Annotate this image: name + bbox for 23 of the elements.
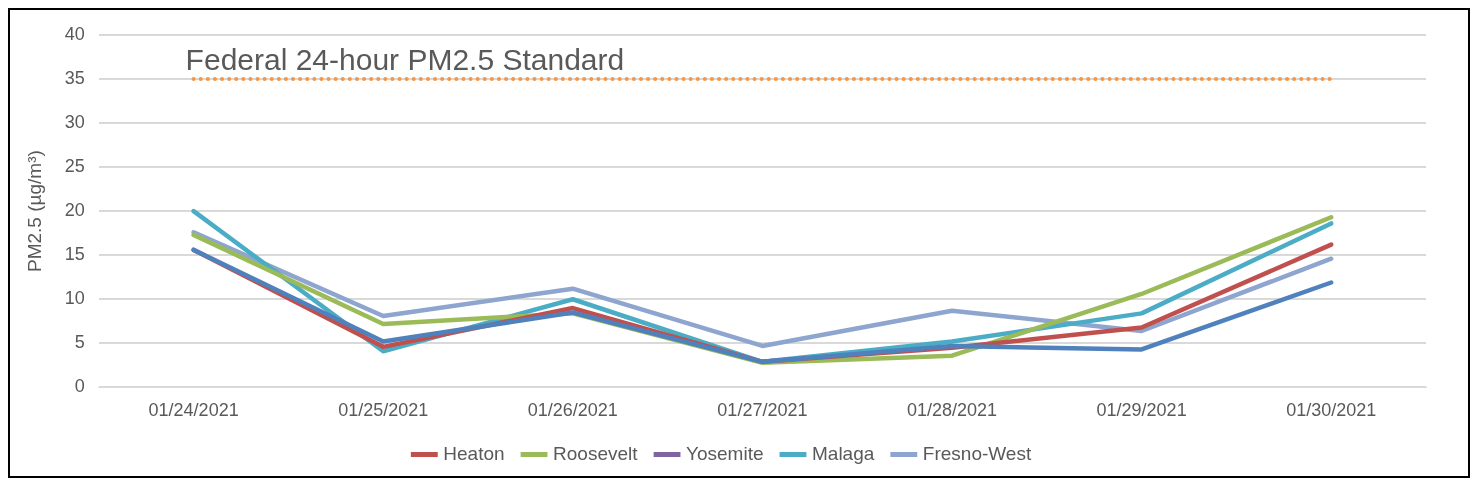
legend-label: Malaga bbox=[812, 442, 875, 464]
x-tick-label: 01/29/2021 bbox=[1096, 400, 1187, 421]
ref-line-label: Federal 24-hour PM2.5 Standard bbox=[185, 43, 625, 77]
legend-label: Roosevelt bbox=[553, 442, 639, 464]
y-tick-label: 40 bbox=[64, 23, 85, 44]
y-tick-label: 35 bbox=[64, 67, 85, 88]
y-tick-label: 0 bbox=[74, 376, 85, 397]
y-tick-label: 20 bbox=[64, 200, 85, 221]
x-tick-label: 01/30/2021 bbox=[1286, 400, 1377, 421]
legend-label: Heaton bbox=[443, 442, 505, 464]
y-tick-label: 10 bbox=[64, 288, 85, 309]
x-tick-label: 01/27/2021 bbox=[717, 400, 808, 421]
y-axis-title: PM2.5 (µg/m³) bbox=[23, 150, 45, 272]
x-tick-label: 01/28/2021 bbox=[906, 400, 998, 421]
y-tick-label: 25 bbox=[64, 155, 85, 176]
x-tick-label: 01/24/2021 bbox=[148, 400, 239, 421]
x-tick-label: 01/25/2021 bbox=[338, 400, 429, 421]
y-tick-label: 5 bbox=[74, 332, 85, 353]
legend-label: Fresno-West bbox=[922, 442, 1032, 464]
x-tick-label: 01/26/2021 bbox=[527, 400, 618, 421]
y-tick-label: 30 bbox=[64, 111, 85, 132]
y-tick-label: 15 bbox=[64, 244, 85, 265]
legend-label: Yosemite bbox=[686, 442, 764, 464]
